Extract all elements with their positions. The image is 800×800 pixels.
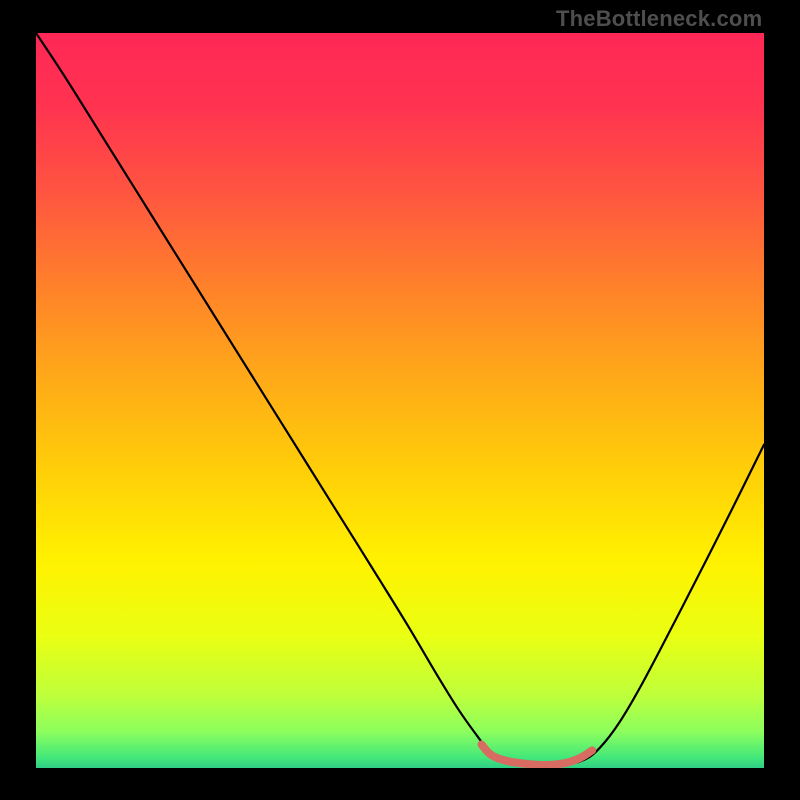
chart-svg [36, 33, 764, 768]
watermark-text: TheBottleneck.com [556, 6, 762, 32]
chart-frame [36, 33, 764, 768]
